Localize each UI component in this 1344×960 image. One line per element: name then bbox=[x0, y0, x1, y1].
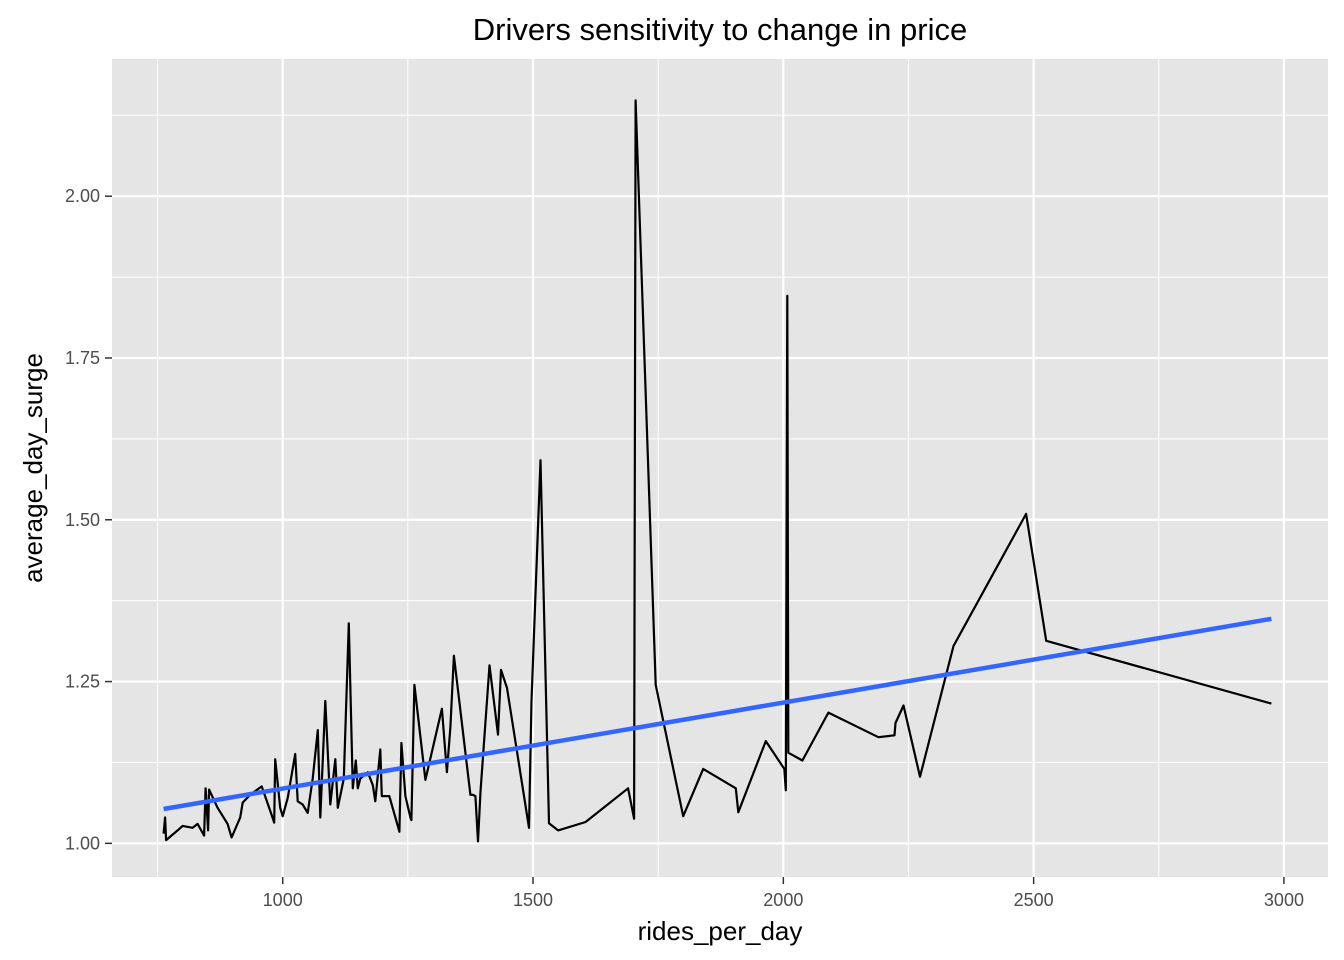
y-axis-title: average_day_surge bbox=[18, 353, 48, 583]
y-tick-label: 2.00 bbox=[65, 186, 100, 206]
trend-line-series bbox=[163, 616, 1272, 812]
x-tick-label: 3000 bbox=[1264, 890, 1304, 910]
major-gridlines bbox=[112, 59, 1328, 877]
x-axis: 1000 1500 2000 2500 3000 bbox=[263, 877, 1304, 910]
y-tick-label: 1.25 bbox=[65, 672, 100, 692]
y-tick-label: 1.75 bbox=[65, 348, 100, 368]
x-tick-label: 2000 bbox=[763, 890, 803, 910]
y-axis: 1.00 1.25 1.50 1.75 2.00 bbox=[65, 186, 112, 853]
x-axis-title: rides_per_day bbox=[638, 916, 803, 946]
x-tick-label: 2500 bbox=[1014, 890, 1054, 910]
y-tick-label: 1.00 bbox=[65, 833, 100, 853]
chart-title: Drivers sensitivity to change in price bbox=[473, 12, 967, 47]
y-tick-label: 1.50 bbox=[65, 510, 100, 530]
series-layer bbox=[162, 99, 1272, 843]
x-tick-label: 1000 bbox=[263, 890, 303, 910]
x-tick-label: 1500 bbox=[513, 890, 553, 910]
